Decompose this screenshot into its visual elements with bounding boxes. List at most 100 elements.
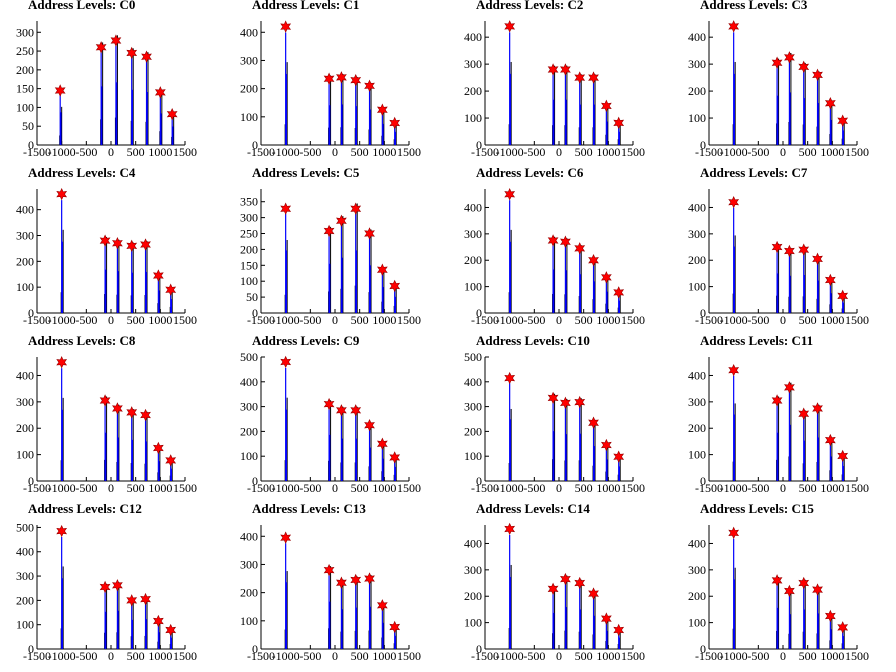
panel-title: Address Levels: C13 [252, 501, 366, 516]
histogram-panel-c2: Address Levels: C2 0 100 200 300 400 -1500-100… [464, 0, 645, 159]
y-tick-label: 100 [688, 448, 706, 462]
x-tick-label: -1000 [496, 145, 524, 159]
panel-title: Address Levels: C0 [28, 0, 135, 12]
histogram-panel-c0: Address Levels: C0 0 50 100 150 200 250 300 -150… [16, 0, 197, 159]
peak-marker [350, 73, 362, 87]
panel-title: Address Levels: C3 [700, 0, 808, 12]
y-tick-label: 100 [464, 280, 482, 294]
y-tick-label: 400 [464, 30, 482, 44]
x-tick-label: 1000 [148, 145, 172, 159]
y-tick-label: 100 [16, 618, 34, 632]
x-tick-label: 0 [108, 481, 114, 495]
x-tick-label: 0 [332, 145, 338, 159]
panel-title: Address Levels: C9 [252, 333, 360, 348]
peak-marker [824, 96, 836, 110]
x-tick-label: 0 [556, 313, 562, 327]
peak-marker [600, 438, 612, 452]
y-tick-label: 300 [240, 211, 258, 225]
peak-marker [798, 60, 810, 74]
peak-marker [140, 238, 151, 251]
y-tick-label: 100 [240, 110, 258, 124]
x-tick-label: 0 [108, 313, 114, 327]
x-tick-label: 1000 [820, 313, 844, 327]
x-tick-label: 500 [351, 649, 369, 663]
x-tick-label: 1500 [173, 313, 197, 327]
peak-marker [560, 63, 571, 76]
x-tick-label: 1000 [596, 313, 620, 327]
y-tick-label: 300 [240, 557, 258, 571]
histogram-panel-c3: Address Levels: C3 0 100 200 300 400 -1500-100… [688, 0, 869, 159]
peak-marker [141, 50, 152, 63]
histogram-panel-c13: Address Levels: C13 0 100 200 300 400 -1500-10… [240, 501, 421, 663]
x-tick-label: -1000 [496, 481, 524, 495]
x-tick-label: 1500 [621, 649, 645, 663]
x-tick-label: -500 [523, 313, 545, 327]
x-tick-label: 1000 [148, 481, 172, 495]
x-tick-label: 500 [351, 145, 369, 159]
panel-title: Address Levels: C12 [28, 501, 142, 516]
peak-marker [376, 599, 388, 612]
peak-marker [824, 433, 836, 447]
y-tick-label: 200 [688, 84, 706, 98]
peak-marker [126, 594, 138, 607]
y-tick-label: 200 [16, 254, 34, 268]
peak-marker [504, 522, 516, 536]
panel-title: Address Levels: C14 [476, 501, 590, 516]
y-tick-label: 300 [464, 227, 482, 241]
peak-marker [574, 71, 586, 84]
peak-marker [112, 402, 123, 415]
x-tick-label: 0 [332, 313, 338, 327]
x-tick-label: 500 [127, 145, 145, 159]
x-tick-label: -1500 [471, 313, 499, 327]
histogram-panel-c10: Address Levels: C10 0 100 200 300 400 500 -1500… [464, 333, 645, 495]
y-tick-label: 0 [28, 642, 34, 656]
peak-marker [798, 407, 810, 420]
x-tick-label: -1500 [695, 313, 723, 327]
x-tick-label: 500 [351, 313, 369, 327]
x-tick-label: -1500 [247, 649, 275, 663]
y-tick-label: 100 [464, 616, 482, 630]
y-tick-label: 500 [240, 350, 258, 364]
x-tick-label: 500 [799, 649, 817, 663]
y-tick-label: 400 [464, 200, 482, 214]
peak-marker [165, 283, 177, 296]
y-tick-label: 300 [688, 563, 706, 577]
peak-marker [812, 402, 823, 415]
x-tick-label: -1000 [48, 649, 76, 663]
y-tick-label: 0 [28, 474, 34, 488]
peak-marker [165, 623, 177, 637]
x-tick-label: 0 [780, 145, 786, 159]
peak-marker [784, 584, 795, 598]
x-tick-label: 1500 [397, 649, 421, 663]
x-tick-label: -1500 [247, 145, 275, 159]
peak-marker [574, 242, 586, 255]
x-tick-label: -500 [299, 649, 321, 663]
y-tick-label: 0 [252, 474, 258, 488]
x-tick-label: -1000 [48, 481, 76, 495]
histogram-panel-c14: Address Levels: C14 0 100 200 300 400 -1500-10… [464, 501, 645, 663]
y-tick-label: 400 [688, 368, 706, 382]
y-tick-label: 250 [240, 227, 258, 241]
x-tick-label: 0 [108, 145, 114, 159]
x-tick-label: -500 [747, 145, 769, 159]
panel-title: Address Levels: C10 [476, 333, 590, 348]
x-tick-label: 1000 [372, 145, 396, 159]
y-tick-label: 100 [16, 100, 34, 114]
y-tick-label: 400 [16, 545, 34, 559]
y-tick-label: 200 [688, 253, 706, 267]
x-tick-label: -500 [747, 481, 769, 495]
y-tick-label: 100 [16, 280, 34, 294]
x-tick-label: -1500 [23, 481, 51, 495]
peak-marker [350, 573, 362, 587]
x-tick-label: 1500 [397, 313, 421, 327]
peak-marker [110, 34, 122, 47]
y-tick-label: 200 [464, 253, 482, 267]
peak-marker [784, 381, 795, 394]
y-tick-label: 0 [476, 138, 482, 152]
peak-marker [112, 237, 123, 250]
x-tick-label: -1000 [272, 481, 300, 495]
peak-marker [588, 254, 599, 267]
y-tick-label: 200 [240, 242, 258, 256]
